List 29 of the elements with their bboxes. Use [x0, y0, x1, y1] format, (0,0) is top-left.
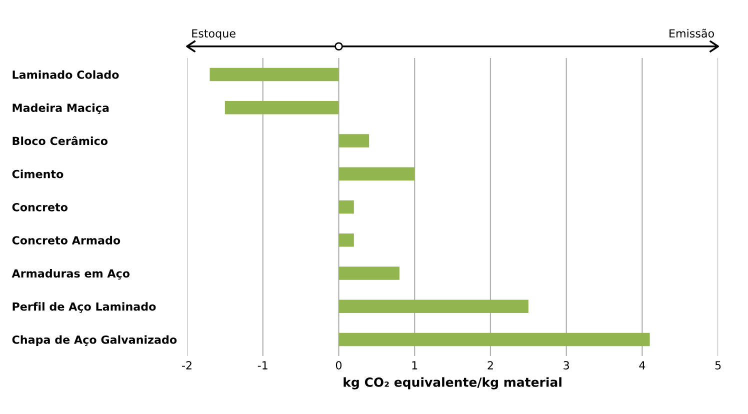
bar — [338, 266, 400, 280]
y-tick-label: Concreto Armado — [12, 236, 120, 244]
bar — [338, 233, 354, 247]
bar — [338, 134, 370, 148]
y-tick-label: Madeira Maciça — [12, 103, 109, 114]
bar — [338, 200, 354, 214]
x-tick-label: 0 — [336, 361, 342, 370]
bar — [338, 167, 415, 181]
text: Estoque — [192, 29, 236, 40]
x-tick-label: -2 — [182, 361, 192, 370]
y-tick-label: Perfil de Aço Laminado — [12, 302, 156, 313]
x-tick-label: -1 — [258, 361, 268, 370]
x-axis-title: kg CO₂ equivalente/kg material — [344, 377, 562, 390]
y-tick-label: Bloco Cerâmico — [12, 136, 108, 146]
x-tick-label: 1 — [412, 361, 418, 370]
y-tick-label: Cimento — [12, 170, 64, 178]
bar — [338, 300, 528, 313]
x-tick-label: 3 — [564, 361, 569, 370]
y-tick-label: Armaduras em Aço — [12, 269, 130, 280]
bar — [210, 68, 339, 82]
x-tick-label: 4 — [639, 361, 646, 370]
x-tick-label: 5 — [715, 361, 721, 370]
y-tick-label: Concreto — [12, 202, 68, 212]
x-tick-label: 2 — [488, 361, 493, 370]
y-tick-label: Chapa de Aço Galvanizado — [12, 335, 177, 346]
bar — [224, 101, 339, 114]
bar — [338, 332, 650, 346]
y-tick-label: Laminado Colado — [12, 70, 119, 79]
text: Emissão — [670, 28, 714, 38]
